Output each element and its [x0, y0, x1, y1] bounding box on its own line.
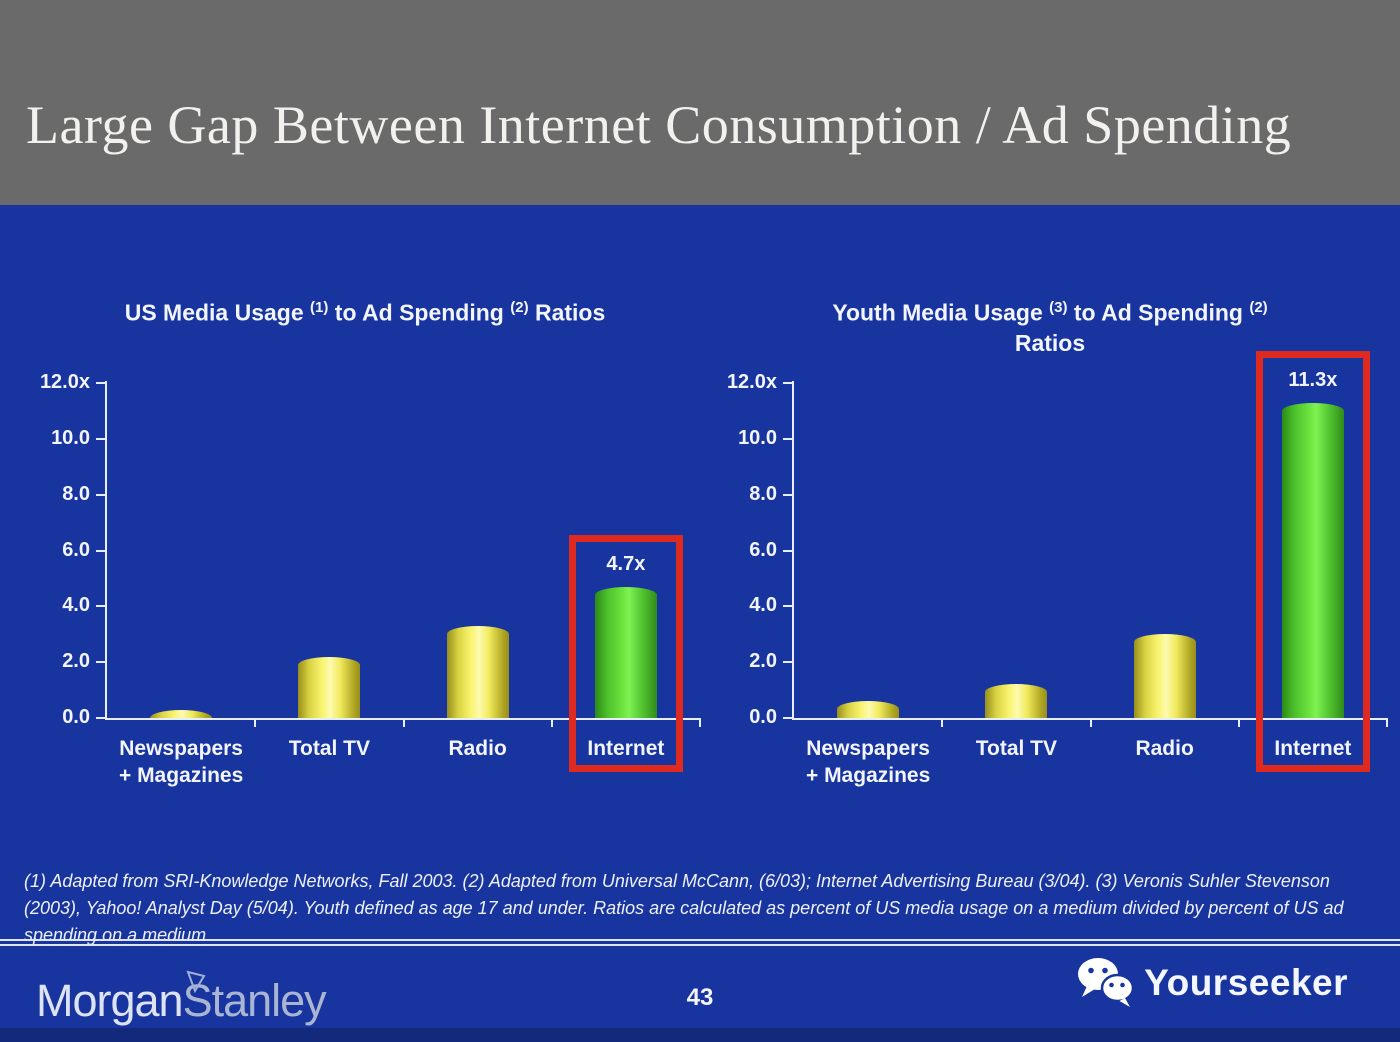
y-axis-tick — [783, 493, 792, 496]
y-axis-label: 2.0 — [749, 650, 777, 673]
footnote-text: (1) Adapted from SRI-Knowledge Networks,… — [24, 871, 1344, 945]
y-axis-label: 10.0 — [51, 426, 90, 449]
category-label: Radio — [1135, 737, 1194, 760]
x-axis-tick — [402, 718, 405, 727]
us-title-text: US Media Usage — [124, 299, 304, 326]
footnote-marker-1: (1) — [310, 299, 329, 316]
y-axis-tick — [96, 717, 105, 719]
x-axis-tick — [699, 718, 701, 727]
x-axis-tick — [1237, 718, 1240, 727]
category-label: Radio — [448, 737, 507, 760]
morgan-stanley-logo: MorganStanley — [36, 970, 327, 1026]
category-label: Internet — [587, 737, 665, 760]
y-axis-label: 6.0 — [62, 538, 90, 561]
page-number: 43 — [686, 984, 714, 1011]
bar-radio — [1133, 634, 1196, 718]
y-axis-tick — [96, 382, 105, 384]
y-axis-tick — [783, 437, 792, 440]
highlight-red-box — [1255, 351, 1370, 772]
bar-newspapers-magazines — [150, 710, 213, 718]
y-axis-line — [792, 381, 794, 718]
slide-header: Large Gap Between Internet Consumption /… — [0, 0, 1400, 205]
y-axis-label: 10.0 — [738, 426, 777, 449]
bar-radio — [446, 626, 509, 718]
x-axis-tick — [1089, 718, 1092, 727]
category-label: Newspapers + Magazines — [118, 737, 244, 787]
youth-chart-title: Youth Media Usage (3) to Ad Spending (2)… — [772, 293, 1328, 358]
footnote-marker-2b: (2) — [1249, 299, 1268, 316]
youth-title-text: Youth Media Usage — [832, 299, 1043, 326]
us-chart-title: US Media Usage (1) to Ad Spending (2) Ra… — [124, 299, 606, 326]
y-axis-label: 8.0 — [749, 482, 777, 505]
y-axis-label: 2.0 — [62, 650, 90, 673]
y-axis-tick — [783, 549, 792, 552]
x-axis-tick — [941, 718, 944, 727]
x-axis-line — [105, 718, 700, 720]
footnote-marker-2: (2) — [510, 299, 529, 316]
bar-total-tv — [298, 657, 361, 718]
category-label: Total TV — [975, 737, 1058, 760]
morgan-stanley-triangle-icon — [186, 970, 206, 994]
x-axis-tick — [550, 718, 553, 727]
y-axis-tick — [783, 661, 792, 664]
x-axis-line — [792, 718, 1387, 720]
yourseeker-watermark: Yourseeker — [1076, 957, 1348, 1009]
wechat-icon — [1078, 958, 1135, 1007]
y-axis-label: 8.0 — [62, 482, 90, 505]
y-axis-line — [105, 381, 107, 718]
category-label: Newspapers + Magazines — [805, 737, 931, 787]
y-axis-label: 12.0x — [726, 371, 777, 393]
youth-title-line2: Ratios — [1014, 329, 1086, 356]
y-axis-tick — [96, 493, 105, 496]
footnote-marker-3: (3) — [1049, 299, 1068, 316]
y-axis-tick — [96, 661, 105, 664]
slide-title: Large Gap Between Internet Consumption /… — [26, 95, 1292, 155]
y-axis-label: 6.0 — [749, 538, 777, 561]
bar-newspapers-magazines — [837, 701, 900, 718]
y-axis-label: 4.0 — [749, 594, 777, 617]
x-axis-tick — [254, 718, 257, 727]
y-axis-tick — [96, 605, 105, 608]
brand-morgan: Morgan — [36, 975, 184, 1026]
y-axis-tick — [783, 717, 792, 719]
bar-value-label: 11.3x — [1288, 369, 1338, 391]
bar-internet — [1281, 403, 1344, 718]
separator-double-line — [0, 939, 1400, 946]
y-axis-label: 0.0 — [749, 706, 777, 728]
bar-value-label: 4.7x — [606, 553, 646, 575]
yourseeker-text: Yourseeker — [1144, 962, 1348, 1003]
y-axis-tick — [783, 605, 792, 608]
y-axis-tick — [96, 549, 105, 552]
bar-total-tv — [985, 684, 1048, 718]
y-axis-label: 0.0 — [62, 706, 90, 728]
bar-internet — [594, 587, 657, 718]
category-label: Total TV — [288, 737, 371, 760]
y-axis-tick — [783, 382, 792, 384]
x-axis-tick — [1386, 718, 1388, 727]
y-axis-label: 4.0 — [62, 594, 90, 617]
bottom-strip — [0, 1028, 1400, 1042]
brand-stanley: Stanley — [182, 975, 327, 1026]
highlight-red-box — [568, 535, 683, 772]
category-label: Internet — [1274, 737, 1352, 760]
y-axis-tick — [96, 437, 105, 440]
y-axis-label: 12.0x — [39, 371, 90, 393]
